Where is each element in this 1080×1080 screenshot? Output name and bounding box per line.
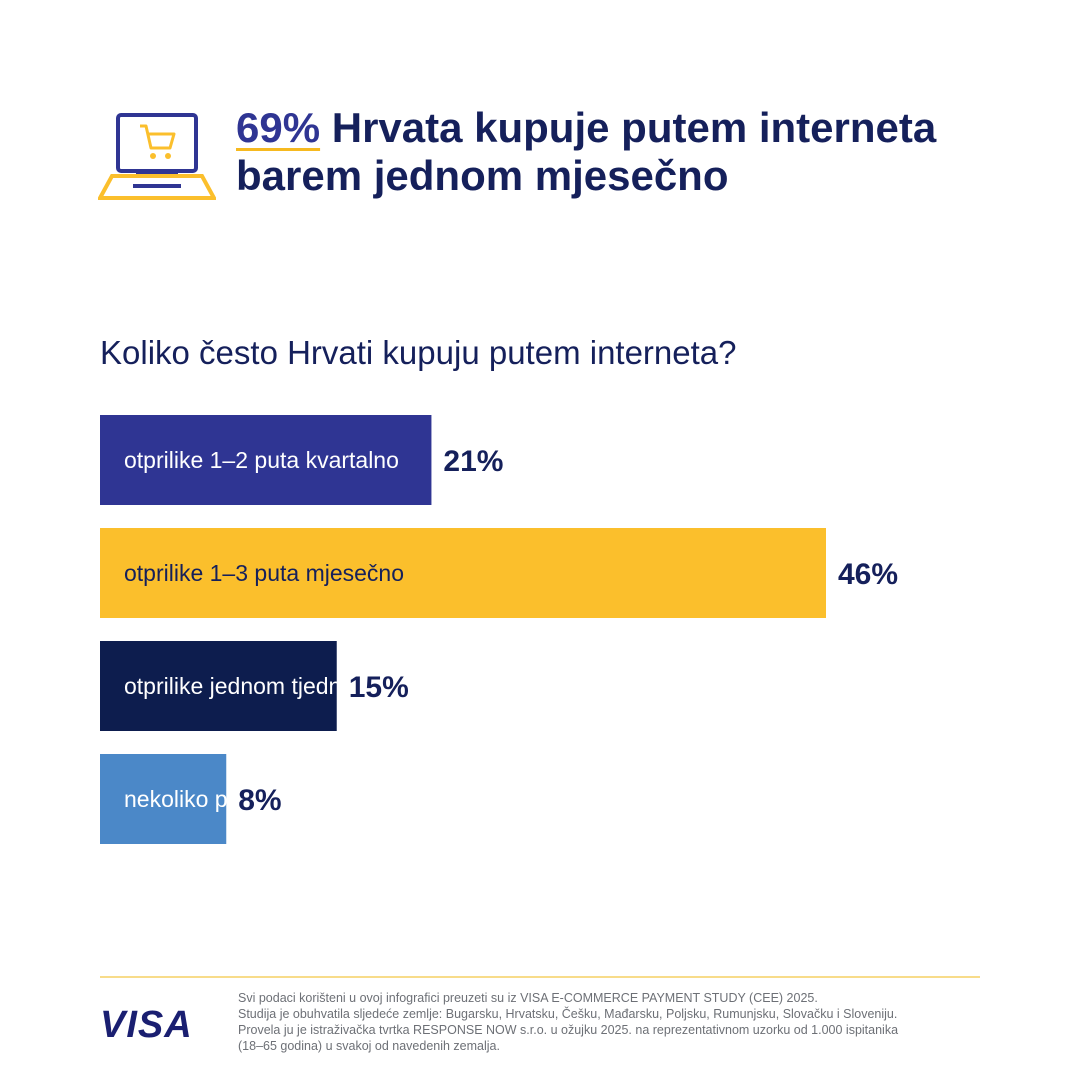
page-title: 69% Hrvata kupuje putem interneta barem … [236,104,1056,200]
bar-value-label: 46% [838,558,898,591]
laptop-cart-icon [98,113,216,200]
footnote-line: Provela ju je istraživačka tvrtka RESPON… [238,1023,899,1037]
footer-divider [100,976,980,978]
footnote: Svi podaci korišteni u ovoj infografici … [238,990,1028,1054]
bar-3 [100,641,337,731]
bar-value-label: 21% [443,445,503,478]
bar-category-label: otprilike jednom tjedno [124,673,354,699]
chart-title: Koliko često Hrvati kupuju putem interne… [100,334,737,371]
footnote-line: (18–65 godina) u svakoj od navedenih zem… [238,1039,500,1053]
bar-2 [100,528,826,618]
bar-category-label: otprilike 1–3 puta mjesečno [124,560,404,586]
bar-value-label: 15% [349,671,409,704]
bar-category-label: otprilike 1–2 puta kvartalno [124,447,399,473]
bar-4 [100,754,227,844]
bar-value-label: 8% [238,784,281,817]
headline-text: Hrvata kupuje putem interneta barem jedn… [236,104,937,199]
headline-stat: 69% [236,104,321,151]
footnote-line: Svi podaci korišteni u ovoj infografici … [238,991,818,1005]
footnote-line: Studija je obuhvatila sljedeće zemlje: B… [238,1007,898,1021]
bar-category-label: nekoliko puta tjedno [124,786,329,812]
visa-logo: VISA [100,1004,193,1046]
bar-1 [100,415,432,505]
